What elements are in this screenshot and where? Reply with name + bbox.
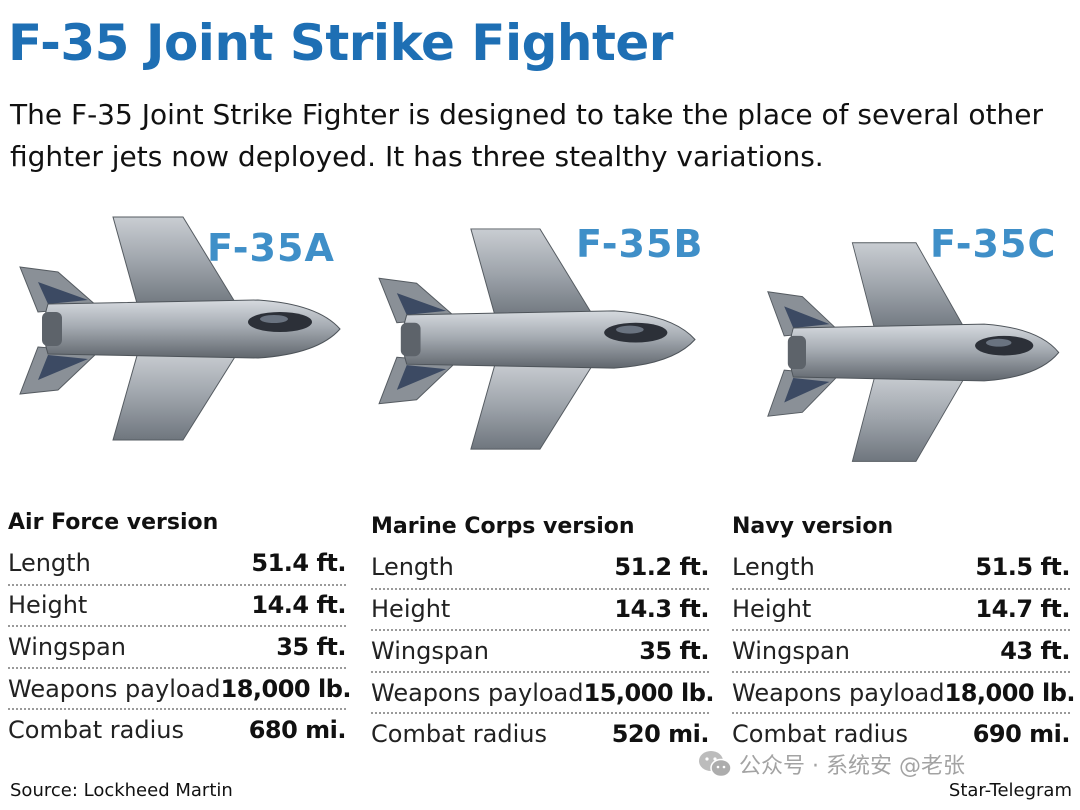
spec-value: 14.7 ft. bbox=[975, 595, 1070, 624]
spec-label: Length bbox=[732, 552, 815, 581]
spec-label: Wingspan bbox=[371, 636, 489, 665]
variant-label-f35c: F-35C bbox=[930, 222, 1057, 266]
spec-row-weapons-payload: Weapons payload 18,000 lb. bbox=[8, 666, 351, 709]
spec-row-wingspan: Wingspan 35 ft. bbox=[8, 625, 346, 667]
intro-text: The F-35 Joint Strike Fighter is designe… bbox=[10, 98, 1043, 173]
spec-value: 43 ft. bbox=[1000, 636, 1070, 665]
publisher-credit: Star-Telegram bbox=[948, 780, 1072, 801]
spec-row-weapons-payload: Weapons payload 18,000 lb. bbox=[732, 670, 1075, 713]
spec-label: Weapons payload bbox=[371, 678, 584, 707]
spec-value: 680 mi. bbox=[248, 716, 347, 745]
spec-block-navy: Navy version Length 51.5 ft. Height 14.7 f… bbox=[732, 512, 1075, 754]
spec-row-length: Length 51.5 ft. bbox=[732, 546, 1070, 588]
spec-value: 690 mi. bbox=[972, 720, 1071, 749]
wechat-icon bbox=[699, 751, 732, 778]
spec-label: Weapons payload bbox=[8, 674, 221, 703]
spec-row-height: Height 14.3 ft. bbox=[371, 587, 709, 630]
version-title: Air Force version bbox=[8, 510, 219, 535]
spec-value: 14.3 ft. bbox=[614, 595, 709, 624]
source-credit: Source: Lockheed Martin bbox=[10, 780, 233, 801]
spec-label: Wingspan bbox=[732, 636, 850, 665]
spec-value: 15,000 lb. bbox=[583, 678, 715, 707]
spec-value: 18,000 lb. bbox=[220, 674, 352, 703]
spec-row-wingspan: Wingspan 43 ft. bbox=[732, 629, 1070, 671]
spec-value: 35 ft. bbox=[276, 632, 346, 661]
spec-row-combat-radius: Combat radius 520 mi. bbox=[371, 712, 710, 754]
spec-label: Height bbox=[371, 595, 451, 624]
spec-label: Length bbox=[371, 552, 454, 581]
spec-value: 18,000 lb. bbox=[944, 678, 1076, 707]
variant-label-f35b: F-35B bbox=[576, 222, 704, 266]
spec-label: Combat radius bbox=[732, 720, 908, 749]
spec-label: Height bbox=[8, 591, 88, 620]
spec-value: 51.2 ft. bbox=[614, 552, 709, 581]
version-title: Navy version bbox=[732, 514, 894, 539]
spec-row-height: Height 14.4 ft. bbox=[8, 583, 346, 626]
page-title: F-35 Joint Strike Fighter bbox=[8, 14, 673, 72]
spec-label: Length bbox=[8, 548, 91, 577]
spec-row-combat-radius: Combat radius 690 mi. bbox=[732, 712, 1071, 754]
variant-label-f35a: F-35A bbox=[207, 226, 335, 270]
spec-value: 14.4 ft. bbox=[251, 591, 346, 620]
spec-value: 520 mi. bbox=[611, 720, 710, 749]
spec-row-height: Height 14.7 ft. bbox=[732, 587, 1070, 630]
spec-row-wingspan: Wingspan 35 ft. bbox=[371, 629, 709, 671]
spec-block-marine-corps: Marine Corps version Length 51.2 ft. Heig… bbox=[371, 512, 714, 754]
spec-label: Combat radius bbox=[8, 716, 184, 745]
spec-label: Weapons payload bbox=[732, 678, 945, 707]
spec-row-weapons-payload: Weapons payload 15,000 lb. bbox=[371, 670, 714, 713]
spec-label: Height bbox=[732, 595, 812, 624]
spec-label: Combat radius bbox=[371, 720, 547, 749]
spec-row-length: Length 51.2 ft. bbox=[371, 546, 709, 588]
watermark: 公众号 · 系统安 @老张 bbox=[697, 748, 965, 780]
spec-row-length: Length 51.4 ft. bbox=[8, 542, 346, 584]
watermark-text: 公众号 · 系统安 @老张 bbox=[739, 754, 965, 779]
spec-value: 51.4 ft. bbox=[251, 548, 346, 577]
spec-block-air-force: Air Force version Length 51.4 ft. Height 1… bbox=[8, 508, 351, 750]
version-title: Marine Corps version bbox=[371, 514, 635, 539]
spec-value: 35 ft. bbox=[639, 636, 709, 665]
spec-label: Wingspan bbox=[8, 632, 126, 661]
spec-row-combat-radius: Combat radius 680 mi. bbox=[8, 708, 347, 750]
spec-value: 51.5 ft. bbox=[975, 552, 1070, 581]
